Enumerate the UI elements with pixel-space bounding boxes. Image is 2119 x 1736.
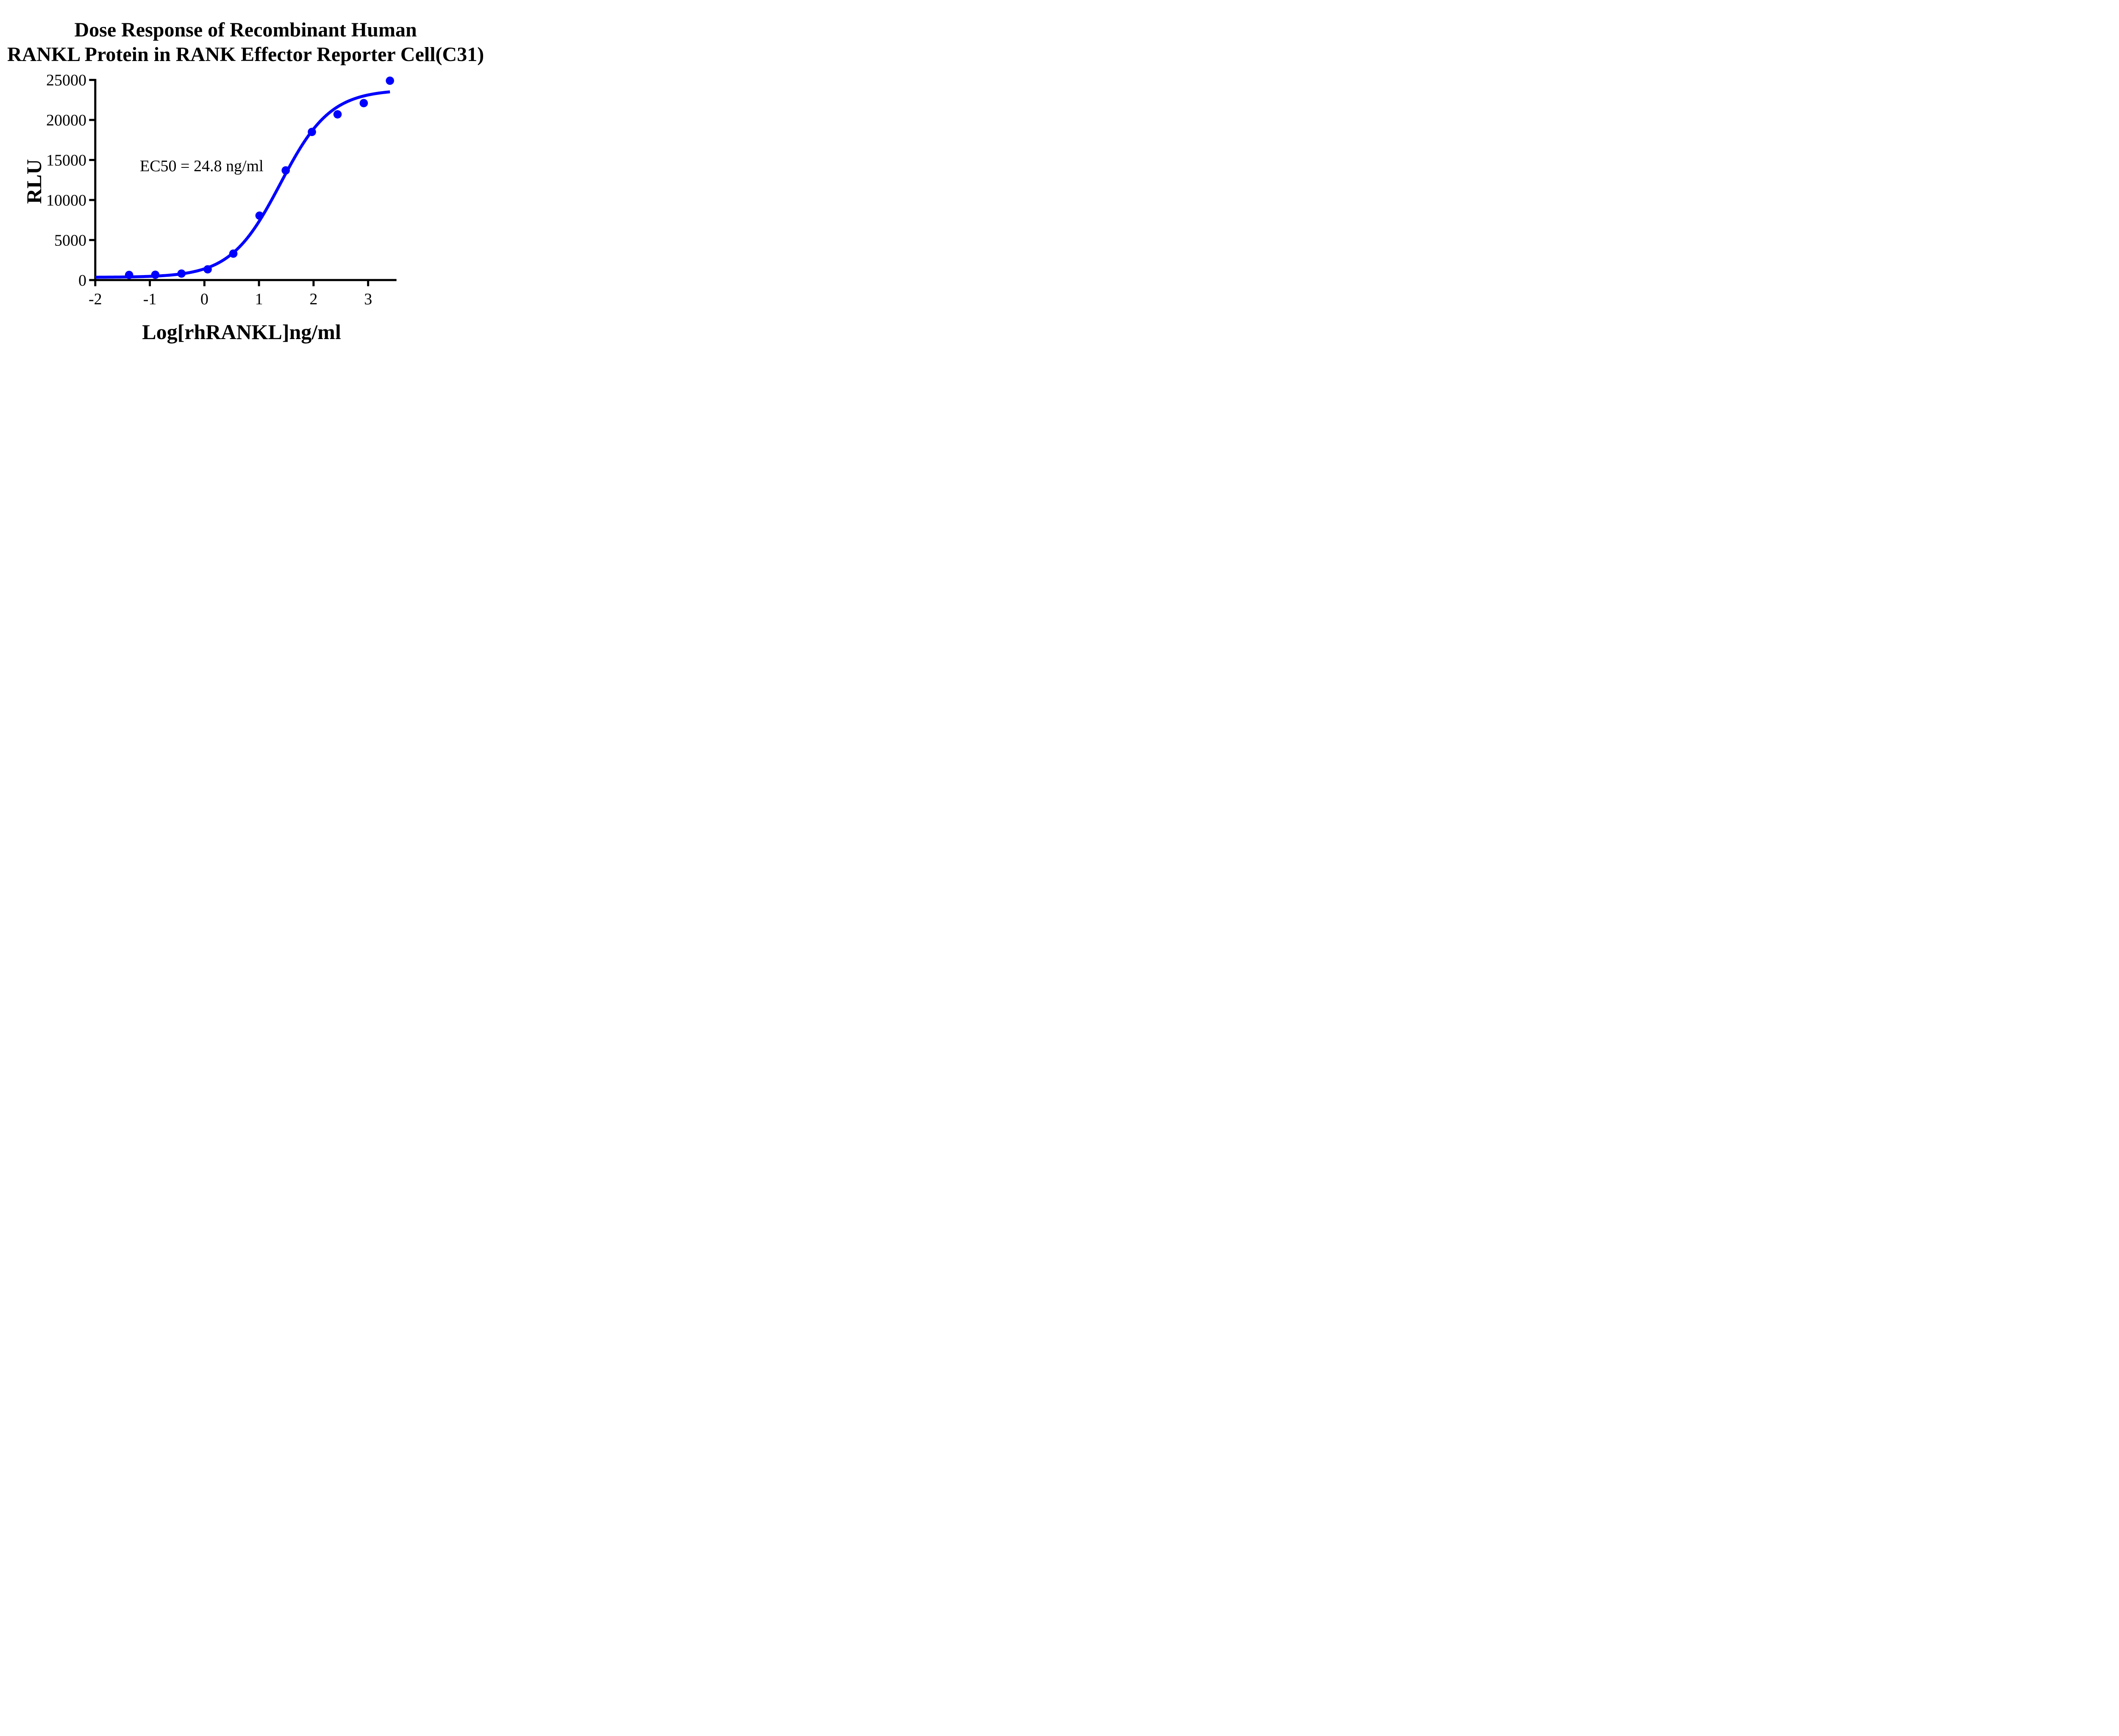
data-point-9: [333, 110, 342, 119]
chart-title: Dose Response of Recombinant Human RANKL…: [0, 18, 491, 67]
data-point-2: [151, 270, 160, 279]
x-tick-label-0: 0: [200, 290, 209, 308]
data-point-1: [125, 270, 133, 279]
x-axis-label: Log[rhRANKL]ng/ml: [142, 320, 341, 344]
y-tick-label-20000: 20000: [46, 111, 86, 129]
y-tick-label-15000: 15000: [46, 151, 86, 169]
data-point-5: [229, 249, 238, 258]
y-tick-label-5000: 5000: [54, 231, 86, 249]
y-tick-label-25000: 25000: [46, 72, 86, 89]
chart-title-line1: Dose Response of Recombinant Human: [74, 19, 417, 41]
dose-response-figure: Dose Response of Recombinant Human RANKL…: [0, 0, 491, 347]
data-point-4: [203, 265, 212, 274]
data-point-7: [281, 166, 290, 175]
data-point-10: [359, 99, 368, 108]
x-tick-label-3: 3: [364, 290, 372, 308]
y-tick-label-10000: 10000: [46, 192, 86, 209]
data-point-11: [386, 76, 394, 85]
x-tick-label--2: -2: [89, 290, 102, 308]
x-tick-label-1: 1: [255, 290, 263, 308]
data-point-3: [177, 269, 186, 278]
fit-curve: [95, 90, 390, 279]
chart-title-line2: RANKL Protein in RANK Effector Reporter …: [7, 43, 484, 66]
data-point-6: [255, 211, 264, 220]
y-tick-label-0: 0: [78, 272, 86, 289]
ec50-annotation: EC50 = 24.8 ng/ml: [140, 157, 264, 175]
data-point-8: [308, 128, 316, 136]
x-tick-label-2: 2: [309, 290, 317, 308]
x-tick-label--1: -1: [143, 290, 157, 308]
plot-area: -2 -1 0 1 2 3 0 5000 10000 15000 20000 25000: [46, 72, 397, 308]
